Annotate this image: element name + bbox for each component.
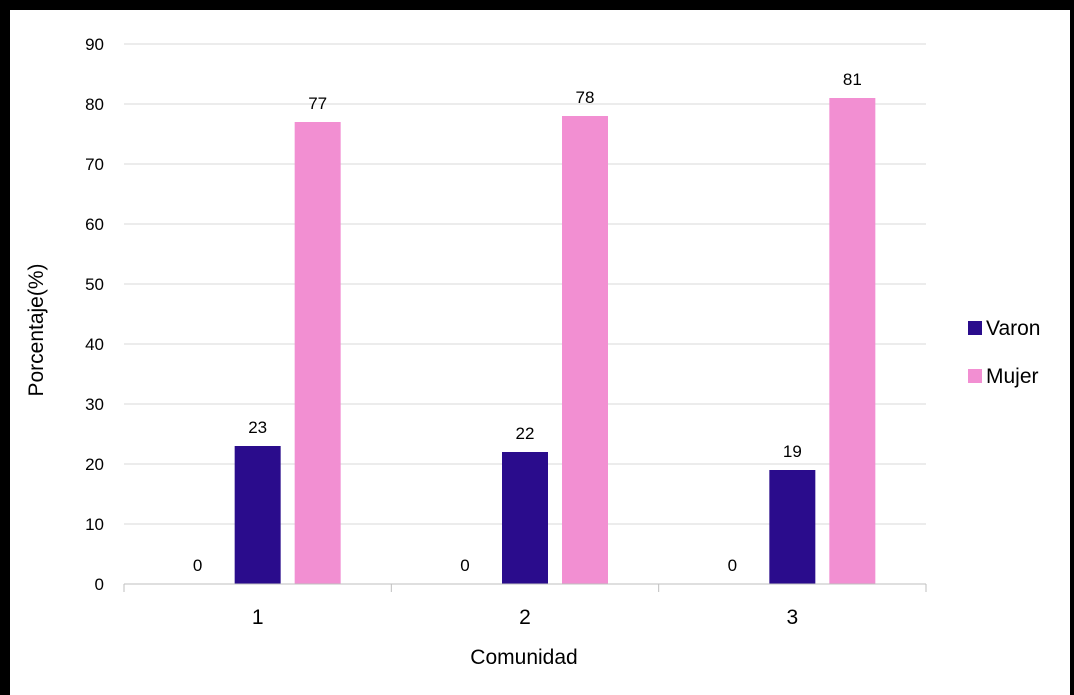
data-label: 23 [248,418,267,437]
y-tick-labels: 0 10 20 30 40 50 60 70 80 90 [85,35,104,594]
data-label: 81 [843,70,862,89]
bar-varon [502,452,548,584]
bar-mujer [294,122,341,584]
y-tick-label: 60 [85,215,104,234]
y-tick-label: 50 [85,275,104,294]
data-label: 19 [783,442,802,461]
x-axis [123,583,927,592]
y-tick-label: 80 [85,95,104,114]
y-tick-label: 20 [85,455,104,474]
data-label: 0 [460,556,469,575]
legend-swatch [968,321,982,335]
data-label: 0 [728,556,737,575]
x-tick-label: 1 [252,606,264,629]
bar-varon [769,470,816,584]
data-label: 0 [193,556,202,575]
data-labels: 0 23 77 0 22 78 0 19 81 [193,70,862,575]
legend-label: Varon [986,317,1040,340]
data-label: 77 [308,94,327,113]
x-axis-title: Comunidad [470,646,577,669]
bars [234,98,876,584]
y-tick-label: 90 [85,35,104,54]
data-label: 78 [576,88,595,107]
y-tick-label: 10 [85,515,104,534]
bar-mujer [562,116,608,584]
y-tick-label: 30 [85,395,104,414]
x-tick-label: 2 [519,606,531,629]
bar-varon [234,446,281,584]
bar-mujer [829,98,876,584]
y-tick-label: 40 [85,335,104,354]
legend-label: Mujer [986,365,1039,388]
x-tick-label: 3 [786,606,798,629]
legend: Varon Mujer [968,317,1040,388]
y-tick-label: 70 [85,155,104,174]
y-axis-title: Porcentaje(%) [25,263,48,396]
x-tick-labels: 1 2 3 [252,606,798,629]
y-tick-label: 0 [95,575,104,594]
data-label: 22 [516,424,535,443]
legend-swatch [968,369,982,383]
